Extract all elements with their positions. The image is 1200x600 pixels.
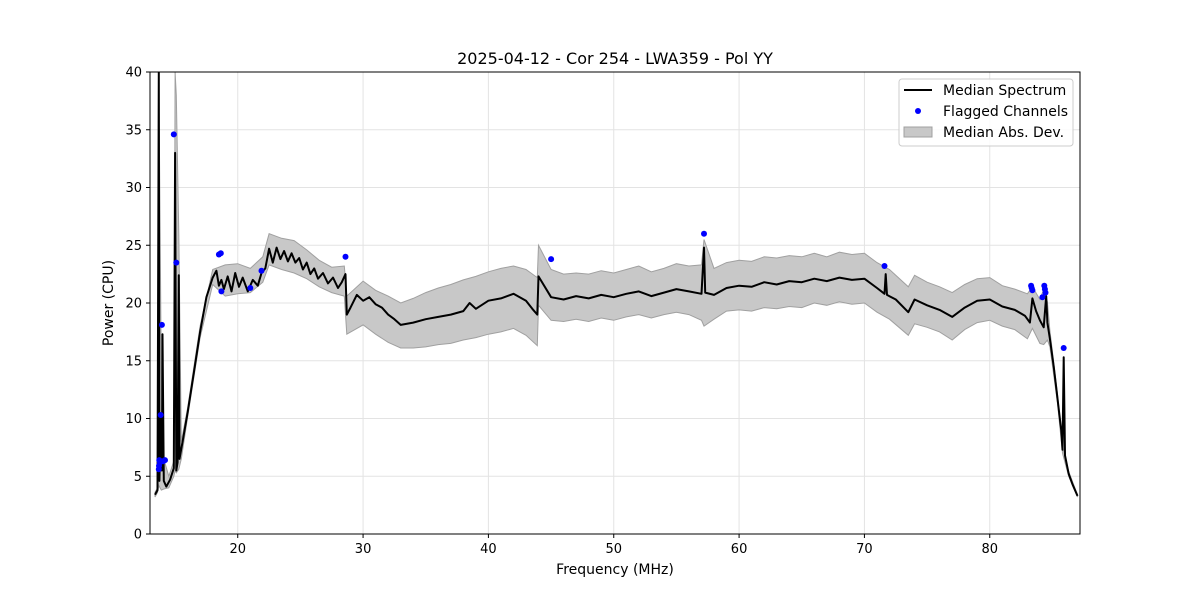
flagged-channel-point <box>218 288 225 295</box>
median-line-layer <box>154 72 1079 497</box>
flagged-channel-point <box>1060 345 1067 351</box>
flagged-channel-point <box>881 263 888 269</box>
y-tick-label: 5 <box>134 470 142 485</box>
x-tick-label: 80 <box>981 542 998 557</box>
mad-band-layer <box>154 72 1078 498</box>
y-tick-label: 0 <box>134 528 142 543</box>
y-tick-label: 35 <box>125 123 142 138</box>
legend-mad-label: Median Abs. Dev. <box>943 125 1064 141</box>
median-spectrum-line <box>154 72 1079 497</box>
y-tick-label: 40 <box>125 66 142 81</box>
y-tick-label: 25 <box>125 239 142 254</box>
y-tick-label: 10 <box>125 412 142 427</box>
flagged-channel-point <box>548 256 555 263</box>
flagged-channel-point <box>157 412 164 418</box>
y-tick-label: 20 <box>125 297 142 312</box>
y-tick-label: 15 <box>125 354 142 369</box>
legend-box <box>898 78 1074 147</box>
legend-median-label: Median Spectrum <box>943 83 1066 99</box>
x-tick-label: 60 <box>731 542 748 557</box>
flagged-channel-point <box>342 253 349 260</box>
x-axis-ticks: 20 30 40 50 60 70 80 <box>229 534 998 557</box>
flagged-channel-point <box>158 321 165 328</box>
legend-flagged-label: Flagged Channels <box>943 104 1068 120</box>
legend-flagged-swatch <box>915 108 921 114</box>
flagged-channel-point <box>162 457 168 464</box>
flagged-channel-point <box>217 250 224 257</box>
flagged-channel-point <box>1029 287 1036 294</box>
x-tick-label: 20 <box>229 542 246 557</box>
x-tick-label: 30 <box>355 542 372 557</box>
chart-title: 2025-04-12 - Cor 254 - LWA359 - Pol YY <box>457 49 773 68</box>
flagged-channel-point <box>701 230 707 237</box>
flagged-channel-point <box>170 131 177 138</box>
flagged-channel-point <box>247 285 254 291</box>
x-tick-label: 50 <box>605 542 622 557</box>
flagged-channel-point <box>1042 289 1049 296</box>
flagged-channel-point <box>1039 294 1046 301</box>
flagged-channel-point <box>173 259 180 266</box>
y-tick-label: 30 <box>125 181 142 196</box>
x-tick-label: 40 <box>480 542 497 557</box>
flagged-channel-point <box>258 267 265 274</box>
y-axis-label: Power (CPU) <box>101 260 117 346</box>
mad-band <box>154 72 1078 498</box>
flagged-points-layer <box>155 131 1067 473</box>
x-tick-label: 70 <box>856 542 873 557</box>
legend-mad-swatch <box>903 126 933 138</box>
x-axis-label: Frequency (MHz) <box>556 562 674 578</box>
y-axis-ticks: 0 5 10 15 20 25 30 35 40 <box>125 66 150 543</box>
legend: Median Spectrum Flagged Channels Median … <box>898 78 1074 147</box>
